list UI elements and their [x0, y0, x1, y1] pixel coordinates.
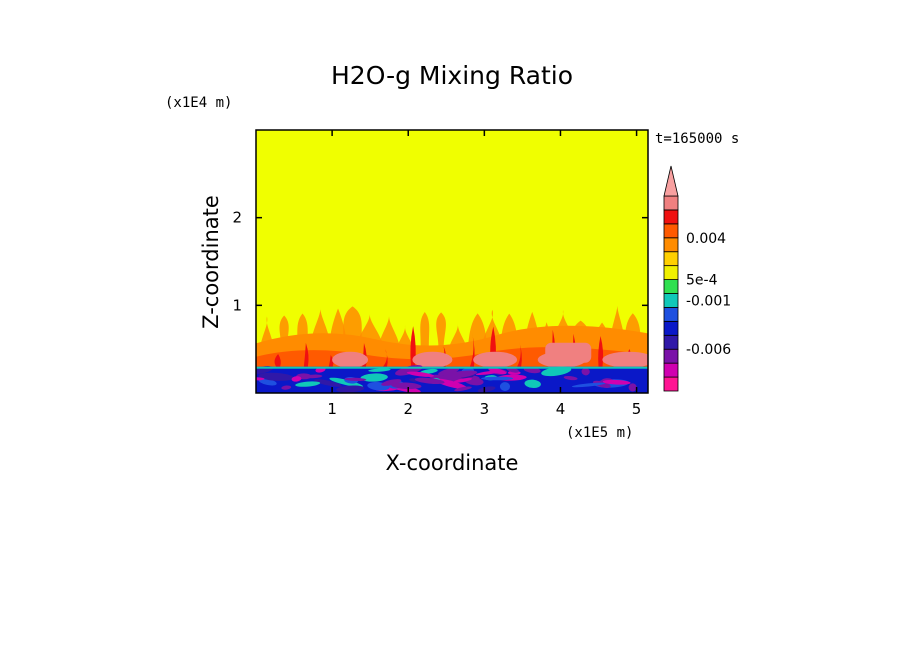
surface-eddy [499, 382, 511, 391]
x-tick-label: 2 [403, 400, 413, 418]
surface-eddy [360, 373, 388, 382]
moisture-blob [412, 351, 453, 368]
surface-eddy [381, 379, 402, 386]
moisture-blob [602, 351, 648, 368]
axis-ticks: 1 2 3 4 5 1 2 [232, 130, 648, 418]
surface-eddy [305, 374, 323, 379]
plot-area: 1 2 3 4 5 1 2 [232, 129, 649, 418]
surface-eddy [438, 367, 460, 376]
colorbar: 0.004 5e-4 -0.001 -0.006 [663, 165, 731, 392]
surface-eddy [602, 379, 631, 385]
colorbar-level [663, 320, 679, 336]
surface-eddy [475, 370, 504, 376]
surface-eddy [628, 383, 637, 392]
x-axis-label: X-coordinate [386, 451, 519, 475]
z-unit-label: (x1E4 m) [165, 95, 232, 111]
colorbar-level [663, 362, 679, 378]
colorbar-label: -0.001 [686, 293, 731, 309]
surface-eddy [420, 368, 438, 374]
moisture-streak [598, 336, 604, 367]
z-tick-label: 1 [232, 296, 242, 314]
surface-eddy [477, 386, 496, 393]
surface-eddy [442, 370, 478, 379]
colorbar-level [663, 279, 679, 294]
moisture-streak [517, 341, 522, 367]
x-tick-label: 4 [556, 400, 566, 418]
moisture-streak [303, 342, 309, 367]
colorbar-level [663, 251, 679, 267]
colorbar-level [663, 376, 679, 392]
moisture-streak [469, 332, 475, 367]
x-tick-label: 1 [327, 400, 337, 418]
colorbar-label: 5e-4 [686, 273, 718, 289]
field-layer [256, 305, 648, 393]
surface-eddy [295, 381, 321, 387]
moisture-streak [383, 349, 388, 367]
moisture-blob [473, 351, 518, 368]
x-tick-label: 5 [632, 400, 642, 418]
surface-eddy [291, 376, 302, 382]
chart-title: H2O-g Mixing Ratio [331, 61, 573, 90]
colorbar-level [663, 265, 679, 280]
surface-eddy [581, 367, 590, 376]
surface-eddy [336, 385, 365, 393]
surface-layer-edge [256, 366, 648, 369]
colorbar-level [663, 223, 679, 239]
surface-eddy [571, 382, 606, 388]
surface-eddy [314, 379, 343, 387]
surface-eddy [329, 377, 363, 388]
surface-eddy [344, 377, 367, 381]
surface-eddy [414, 377, 445, 385]
x-unit-label: (x1E5 m) [566, 425, 633, 441]
colorbar-level [663, 237, 679, 253]
surface-eddy [406, 371, 435, 377]
surface-eddy [391, 382, 422, 390]
moisture-blob [332, 351, 369, 368]
surface-eddy [368, 368, 391, 372]
surface-eddy [453, 377, 472, 383]
colorbar-label: 0.004 [686, 231, 726, 247]
colorbar-level [663, 195, 679, 211]
surface-eddy [258, 372, 294, 381]
surface-eddy [524, 379, 541, 388]
surface-eddy [481, 376, 514, 381]
colorbar-level [663, 348, 679, 364]
y-axis-label: Z-coordinate [199, 195, 223, 329]
x-tick-label: 3 [480, 400, 490, 418]
moisture-blob-large [545, 342, 592, 363]
moisture-plume [435, 312, 447, 367]
colorbar-level [663, 334, 679, 350]
colorbar-overflow-arrow [663, 165, 679, 197]
plot-frame [255, 129, 649, 394]
surface-eddy [563, 376, 578, 381]
time-label: t=165000 s [655, 131, 739, 147]
z-tick-label: 2 [232, 209, 242, 227]
surface-eddy [454, 386, 472, 392]
colorbar-level [663, 307, 679, 322]
colorbar-level [663, 293, 679, 308]
moisture-streak [274, 354, 281, 367]
colorbar-level [663, 209, 679, 225]
surface-eddy [281, 385, 292, 390]
moisture-streak [328, 355, 334, 367]
colorbar-label: -0.006 [686, 342, 731, 358]
surface-eddy [541, 366, 572, 377]
